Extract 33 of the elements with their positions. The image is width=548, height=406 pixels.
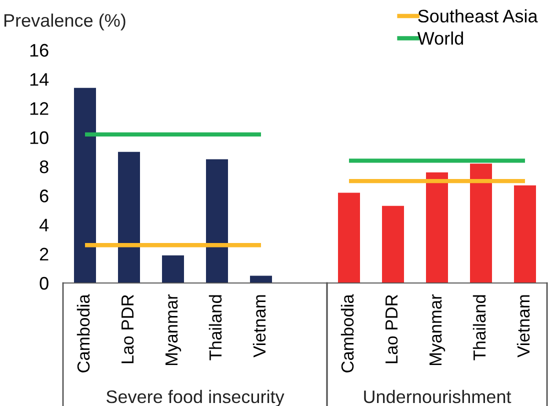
x-tick-label: Lao PDR xyxy=(122,294,134,364)
x-tick-label: Vietnam xyxy=(252,295,266,358)
x-tick-label: Myanmar xyxy=(166,294,182,366)
bar xyxy=(470,164,492,283)
x-tick-label: Thailand xyxy=(208,295,222,360)
x-tick-label: Lao PDR xyxy=(386,294,398,364)
y-tick-label: 6 xyxy=(40,190,48,202)
x-tick-label: Thailand xyxy=(472,295,486,360)
y-tick-label: 16 xyxy=(30,44,48,57)
x-tick-label: Cambodia xyxy=(340,294,354,372)
y-tick-label: 10 xyxy=(30,131,48,144)
bar xyxy=(162,255,184,283)
x-tick-label: Myanmar xyxy=(430,294,446,366)
bar xyxy=(514,185,536,283)
y-tick-label: 14 xyxy=(30,73,49,86)
y-tick-label: 12 xyxy=(30,102,48,115)
bar xyxy=(338,192,360,283)
legend-label: World xyxy=(417,32,463,45)
y-tick-label: 8 xyxy=(40,160,48,174)
bar xyxy=(206,159,228,283)
bar xyxy=(426,172,448,283)
bar xyxy=(250,276,272,283)
bar xyxy=(382,206,404,283)
y-axis-title: Prevalence (%) xyxy=(4,14,126,30)
legend-label: Southeast Asia xyxy=(418,9,538,23)
x-axis-title: Undernourishment xyxy=(364,390,512,404)
x-tick-label: Cambodia xyxy=(76,294,90,372)
bar xyxy=(74,88,96,283)
y-tick-label: 0 xyxy=(40,276,48,290)
bar xyxy=(118,152,140,283)
x-tick-label: Vietnam xyxy=(516,295,530,358)
y-tick-label: 2 xyxy=(40,248,48,260)
y-tick-label: 4 xyxy=(39,218,49,232)
